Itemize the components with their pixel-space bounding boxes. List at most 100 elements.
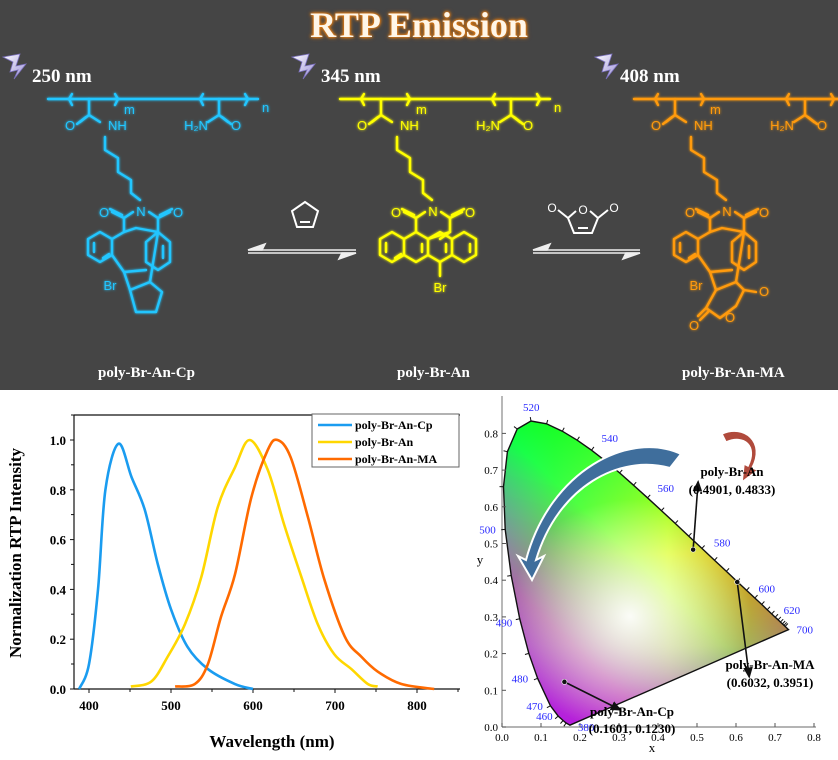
cie-point-coord: (0.1601, 0.1230) [589, 721, 676, 736]
bond [735, 212, 744, 232]
atom-label: m [124, 102, 135, 117]
atom-label: O [65, 118, 75, 133]
locus-tick [767, 607, 770, 610]
locus-tick [525, 653, 529, 654]
atom-label: O [759, 284, 769, 299]
atom-label: O [651, 118, 661, 133]
wavelength-label: 580 [714, 537, 731, 549]
cie-x-tick-label: 0.8 [807, 732, 821, 744]
atom-label: NH [108, 118, 127, 133]
x-tick-label: 800 [407, 698, 427, 713]
wavelength-label: 600 [759, 583, 776, 595]
locus-tick [634, 482, 637, 485]
cie-x-tick-label: 0.6 [729, 732, 743, 744]
locus-tick [661, 508, 664, 511]
bond [397, 137, 432, 200]
locus-tick [775, 614, 778, 617]
lightning-bolt-icon [595, 54, 618, 79]
bond [428, 232, 452, 262]
locus-tick [560, 721, 563, 724]
y-tick-label: 0.2 [50, 632, 66, 647]
cie-y-tick-label: 0.1 [484, 685, 498, 697]
legend-label: poly-Br-An-MA [355, 452, 438, 466]
x-tick-label: 600 [243, 698, 263, 713]
bond [744, 290, 756, 292]
locus-tick [702, 546, 705, 549]
cie-y-tick-label: 0.4 [484, 575, 498, 587]
locus-tick [592, 447, 594, 450]
bond [698, 255, 732, 272]
locus-tick [547, 420, 548, 424]
locus-tick [689, 533, 692, 536]
locus-tick [780, 619, 783, 622]
locus-tick [762, 602, 765, 605]
excitation-label-2: 345 nm [321, 66, 381, 88]
atom-label: H₂N [184, 118, 208, 133]
bond [500, 115, 511, 122]
bond [112, 255, 146, 272]
compound-name-3: poly-Br-An-MA [682, 365, 785, 382]
locus-tick [577, 437, 579, 440]
cie-point-name: poly-Br-An [700, 464, 764, 479]
cie-point-poly-Br-An-Cp [562, 679, 567, 684]
x-tick-label: 500 [161, 698, 181, 713]
bond [149, 212, 158, 232]
locus-tick [534, 678, 538, 680]
cie-x-tick-label: 0.1 [534, 732, 548, 744]
lightning-bolt-icon [292, 54, 315, 79]
series-line-poly-Br-An [131, 440, 378, 687]
bond [416, 212, 425, 232]
atom-label: O [523, 118, 533, 133]
locus-tick [755, 595, 758, 598]
locus-tick [747, 587, 750, 590]
atom-label: Br [434, 280, 448, 295]
bond [381, 115, 392, 122]
cie-y-axis-label: y [477, 552, 484, 567]
equilibrium-arrow-right [533, 244, 640, 259]
cie-point-coord: (0.6032, 0.3951) [727, 675, 814, 690]
bond [808, 117, 817, 124]
cie-point-poly-Br-An [691, 547, 696, 552]
series-line-poly-Br-An-Cp [79, 444, 253, 689]
legend-label: poly-Br-An [355, 435, 414, 449]
bond [222, 117, 231, 124]
wavelength-label: 540 [602, 433, 619, 445]
atom-label: N [136, 204, 145, 219]
wavelength-label: 480 [512, 673, 529, 685]
locus-tick [564, 723, 566, 726]
locus-tick [507, 576, 511, 577]
y-tick-label: 0.0 [50, 682, 66, 697]
locus-tick [555, 716, 558, 719]
lightning-bolt-icon [3, 54, 26, 79]
atom-label: O [99, 205, 109, 220]
wavelength-label: 500 [479, 524, 496, 536]
cie-x-tick-label: 0.7 [768, 732, 782, 744]
y-tick-label: 0.6 [50, 533, 67, 548]
locus-tick [514, 427, 517, 429]
cyclopentadiene-icon [292, 202, 318, 227]
bond [452, 232, 476, 262]
atom-label: O [689, 318, 699, 333]
atom-label: H₂N [770, 118, 794, 133]
reagent-atom-O: O [547, 201, 556, 215]
compound-name-2: poly-Br-An [397, 365, 470, 382]
bond [105, 137, 140, 200]
bond [663, 117, 672, 124]
atom-label: n [554, 100, 561, 115]
atom-label: NH [694, 118, 713, 133]
locus-tick [778, 617, 781, 620]
wavelength-label: 560 [658, 483, 675, 495]
cie-x-axis-label: x [649, 740, 656, 755]
legend-label: poly-Br-An-Cp [355, 418, 433, 432]
bond [710, 272, 736, 290]
cie-x-tick-label: 0.5 [690, 732, 704, 744]
chromaticity-fill [460, 390, 838, 755]
y-axis-label: Normalization RTP Intensity [6, 447, 25, 658]
bond [441, 212, 450, 232]
locus-tick [562, 428, 564, 432]
